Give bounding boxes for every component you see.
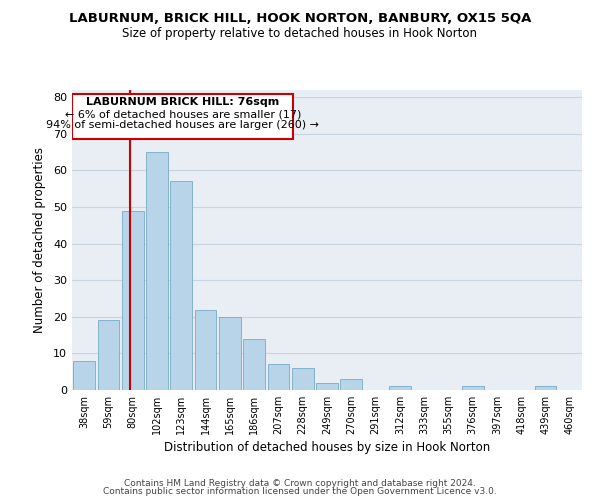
Text: 94% of semi-detached houses are larger (260) →: 94% of semi-detached houses are larger (… [46, 120, 319, 130]
Bar [122, 210, 143, 390]
Text: Size of property relative to detached houses in Hook Norton: Size of property relative to detached ho… [122, 28, 478, 40]
Y-axis label: Number of detached properties: Number of detached properties [33, 147, 46, 333]
Bar [389, 386, 411, 390]
X-axis label: Distribution of detached houses by size in Hook Norton: Distribution of detached houses by size … [164, 441, 490, 454]
Text: ← 6% of detached houses are smaller (17): ← 6% of detached houses are smaller (17) [65, 109, 301, 119]
Bar [535, 386, 556, 390]
Bar [73, 360, 95, 390]
Text: Contains HM Land Registry data © Crown copyright and database right 2024.: Contains HM Land Registry data © Crown c… [124, 478, 476, 488]
Bar [268, 364, 289, 390]
Bar [243, 339, 265, 390]
Bar [462, 386, 484, 390]
Bar [292, 368, 314, 390]
Text: LABURNUM, BRICK HILL, HOOK NORTON, BANBURY, OX15 5QA: LABURNUM, BRICK HILL, HOOK NORTON, BANBU… [69, 12, 531, 26]
Bar [146, 152, 168, 390]
Bar [219, 317, 241, 390]
Bar [194, 310, 217, 390]
FancyBboxPatch shape [73, 94, 293, 140]
Bar [97, 320, 119, 390]
Text: LABURNUM BRICK HILL: 76sqm: LABURNUM BRICK HILL: 76sqm [86, 98, 280, 108]
Text: Contains public sector information licensed under the Open Government Licence v3: Contains public sector information licen… [103, 488, 497, 496]
Bar [316, 382, 338, 390]
Bar [340, 379, 362, 390]
Bar [170, 182, 192, 390]
